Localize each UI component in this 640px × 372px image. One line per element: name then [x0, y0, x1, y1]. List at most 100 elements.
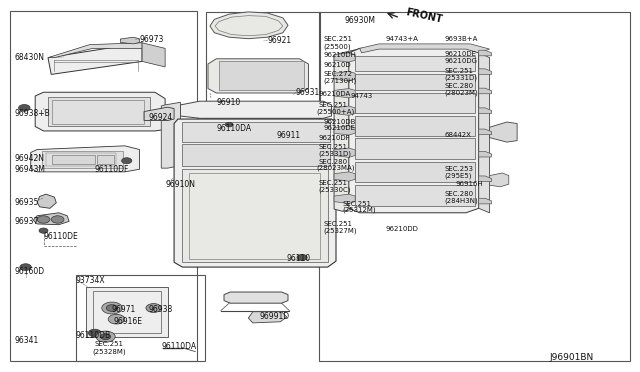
Text: SEC.280: SEC.280: [445, 191, 474, 197]
Polygon shape: [33, 213, 69, 225]
Polygon shape: [37, 194, 56, 208]
Polygon shape: [479, 108, 492, 113]
Text: SEC.272: SEC.272: [323, 71, 352, 77]
Bar: [355, 116, 475, 136]
Text: 96210DD: 96210DD: [385, 226, 418, 232]
Text: 94743+A: 94743+A: [385, 36, 418, 42]
Circle shape: [146, 304, 161, 312]
Bar: [206, 12, 320, 177]
Text: (28023MA): (28023MA): [317, 165, 355, 171]
Polygon shape: [479, 53, 490, 213]
Bar: [219, 61, 304, 90]
Text: (27130H): (27130H): [323, 78, 356, 84]
Bar: [355, 74, 475, 90]
Text: 96160D: 96160D: [14, 267, 44, 276]
Bar: [76, 275, 205, 361]
Bar: [182, 169, 328, 262]
Text: 96210DG: 96210DG: [445, 58, 478, 64]
Text: 96921: 96921: [268, 36, 292, 45]
Text: 96210DE: 96210DE: [323, 125, 355, 131]
Text: 94743: 94743: [351, 93, 373, 99]
Text: (25331D): (25331D): [445, 74, 478, 81]
Polygon shape: [490, 122, 517, 142]
Polygon shape: [334, 172, 355, 181]
Text: SEC.280: SEC.280: [445, 83, 474, 89]
Bar: [355, 56, 475, 71]
Text: (25327M): (25327M): [323, 227, 357, 234]
Text: SEC.251: SEC.251: [319, 144, 348, 150]
Circle shape: [100, 334, 111, 340]
Polygon shape: [180, 101, 332, 118]
Bar: [355, 185, 475, 206]
Text: 96341: 96341: [14, 336, 38, 345]
Text: 96938: 96938: [148, 305, 173, 314]
Polygon shape: [479, 151, 492, 157]
Polygon shape: [490, 173, 509, 187]
Polygon shape: [142, 43, 165, 67]
Polygon shape: [479, 129, 492, 135]
Text: 96942N: 96942N: [14, 154, 44, 163]
Polygon shape: [224, 292, 288, 303]
Polygon shape: [210, 12, 288, 39]
Text: J96901BN: J96901BN: [549, 353, 593, 362]
Text: (25328M): (25328M): [93, 348, 127, 355]
Text: 96210D: 96210D: [323, 62, 351, 68]
Text: 96110DB: 96110DB: [76, 331, 111, 340]
Text: 68430N: 68430N: [14, 53, 44, 62]
Text: SEC.251: SEC.251: [445, 68, 474, 74]
Polygon shape: [120, 37, 140, 44]
Text: 96943M: 96943M: [14, 165, 45, 174]
Circle shape: [19, 105, 30, 111]
Text: 96910: 96910: [216, 98, 241, 107]
Text: 96210DA: 96210DA: [319, 91, 351, 97]
Bar: [46, 153, 116, 166]
Circle shape: [225, 122, 233, 127]
Circle shape: [39, 228, 48, 233]
Polygon shape: [334, 148, 355, 157]
Text: 9693B+A: 9693B+A: [445, 36, 478, 42]
Text: 96110DE: 96110DE: [44, 232, 78, 241]
Circle shape: [96, 331, 115, 342]
Circle shape: [20, 264, 31, 270]
Bar: [93, 291, 161, 333]
Polygon shape: [360, 44, 490, 53]
Text: 96110DA: 96110DA: [216, 124, 252, 133]
Text: SEC.251: SEC.251: [342, 201, 371, 207]
Polygon shape: [479, 50, 492, 56]
Text: FRONT: FRONT: [404, 7, 443, 25]
Bar: [355, 93, 475, 113]
Bar: [355, 162, 475, 182]
Polygon shape: [479, 69, 492, 74]
Polygon shape: [174, 119, 336, 267]
Polygon shape: [144, 107, 174, 121]
Polygon shape: [48, 43, 142, 74]
Polygon shape: [208, 59, 308, 93]
Text: 96930M: 96930M: [344, 16, 375, 25]
Text: 96911: 96911: [276, 131, 301, 140]
Text: 96110: 96110: [287, 254, 311, 263]
Circle shape: [106, 305, 118, 311]
Text: (25331D): (25331D): [319, 150, 352, 157]
Circle shape: [102, 302, 122, 314]
Bar: [189, 173, 320, 259]
Polygon shape: [479, 176, 492, 182]
Text: 96916H: 96916H: [456, 181, 483, 187]
Text: 96938+B: 96938+B: [14, 109, 50, 118]
Text: SEC.251: SEC.251: [323, 221, 352, 227]
Circle shape: [88, 329, 101, 337]
Bar: [10, 11, 197, 361]
Text: 96210DB: 96210DB: [323, 119, 356, 125]
Bar: [355, 138, 475, 159]
Text: (25312M): (25312M): [342, 207, 376, 214]
Polygon shape: [479, 88, 492, 94]
Text: 96991D: 96991D: [259, 312, 289, 321]
Polygon shape: [31, 146, 140, 172]
Text: (284H3N): (284H3N): [445, 198, 479, 204]
Polygon shape: [334, 106, 355, 115]
Text: (25330C): (25330C): [319, 186, 351, 193]
Text: SEC.251: SEC.251: [95, 341, 124, 347]
Polygon shape: [334, 53, 355, 62]
Text: SEC.253: SEC.253: [445, 166, 474, 172]
Circle shape: [51, 216, 64, 223]
Polygon shape: [334, 48, 362, 211]
